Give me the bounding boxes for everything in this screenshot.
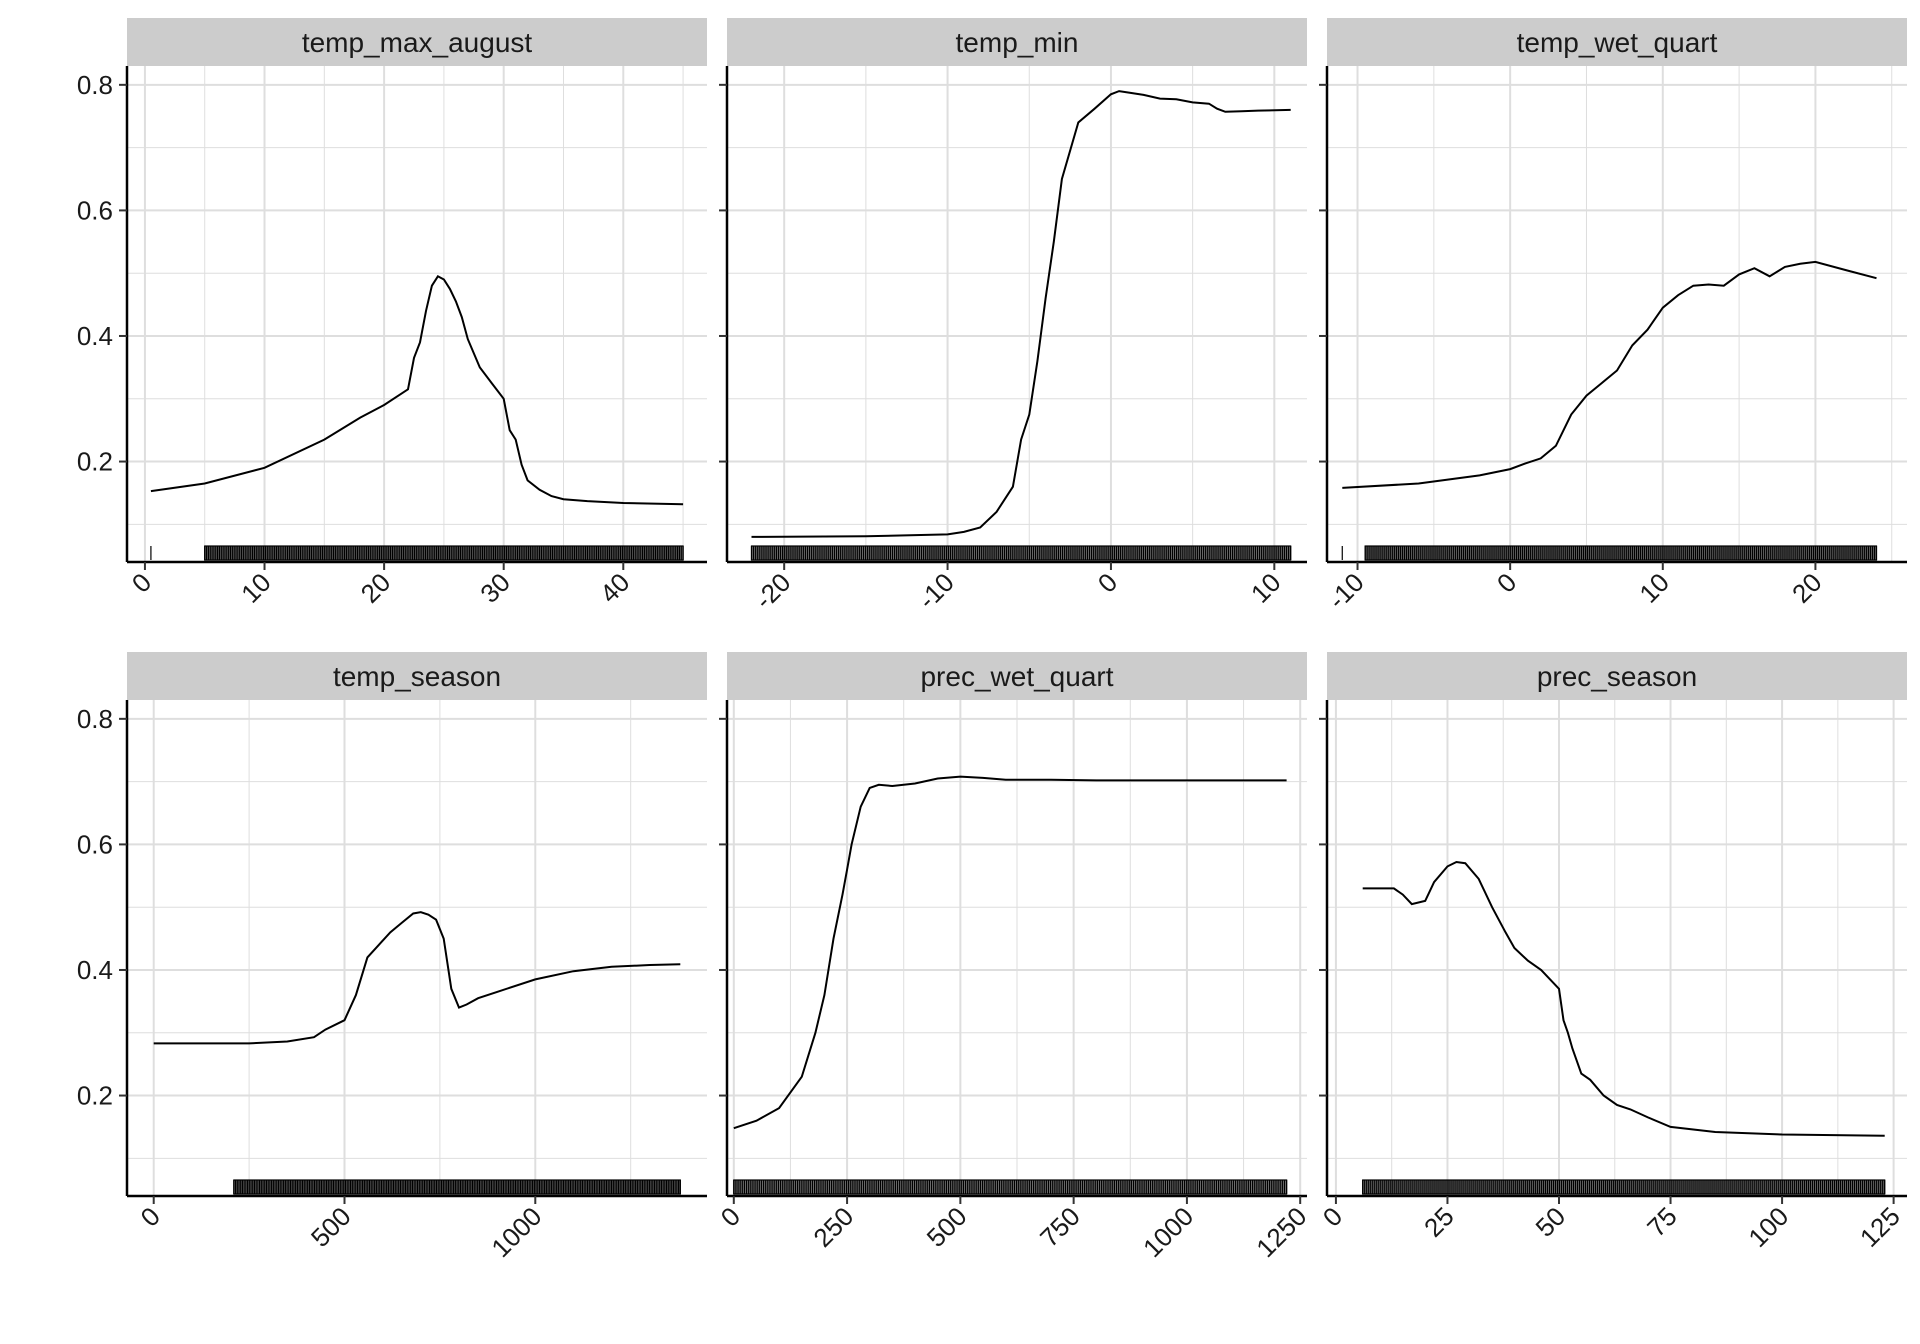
x-tick-label: 100: [1742, 1201, 1794, 1253]
rug: [750, 545, 1292, 561]
panel-prec_season: prec_season 0 25 50 75 100 125: [1317, 652, 1907, 1253]
y-tick-label: 0.6: [77, 829, 113, 859]
y-tick-label: 0.8: [77, 704, 113, 734]
panel-temp_season: temp_season 0.2 0.4 0.6 0.8 0 500 1000: [77, 652, 707, 1263]
x-tick-label: 0: [135, 1201, 166, 1232]
panel-title: temp_min: [956, 27, 1079, 58]
x-tick-label: 0: [126, 567, 157, 598]
panel-title: temp_max_august: [302, 27, 533, 58]
y-tick-label: 0.4: [77, 955, 113, 985]
panel-title: prec_wet_quart: [920, 661, 1113, 692]
x-tick-label: 750: [1034, 1201, 1086, 1253]
rug: [150, 545, 684, 561]
series-line: [153, 911, 681, 1045]
series-line: [733, 775, 1287, 1130]
x-tick-label: 250: [807, 1201, 859, 1253]
x-tick-label: 10: [235, 567, 277, 609]
y-tick-label: 0.2: [77, 447, 113, 477]
series-line: [150, 274, 684, 506]
rug-density: [733, 1179, 1288, 1195]
panel-temp_max_august: temp_max_august 0.2 0.4 0.6 0.8 0 10 20 30 40: [77, 18, 707, 609]
panel-title: prec_season: [1537, 661, 1697, 692]
panel-prec_wet_quart: prec_wet_quart 0 250 500 750 1000 1250: [715, 652, 1312, 1263]
x-tick-label: 0: [1491, 567, 1522, 598]
series-line: [1362, 860, 1885, 1137]
panel-strip: [727, 652, 1307, 700]
rug: [1341, 545, 1878, 561]
x-tick-label: 1000: [1137, 1201, 1199, 1263]
x-tick-label: 50: [1530, 1201, 1572, 1243]
y-tick-label: 0.4: [77, 321, 113, 351]
rug: [733, 1179, 1288, 1195]
x-tick-label: 25: [1418, 1201, 1460, 1243]
panel-strip: [127, 652, 707, 700]
rug-density: [1364, 545, 1878, 561]
x-tick-label: 10: [1633, 567, 1675, 609]
y-tick-label: 0.2: [77, 1081, 113, 1111]
x-tick-label: 1000: [485, 1201, 547, 1263]
x-tick-label: -20: [749, 567, 797, 615]
x-tick-label: 0: [1317, 1201, 1348, 1232]
panel-strip: [127, 18, 707, 66]
x-tick-label: 10: [1245, 567, 1287, 609]
x-tick-label: 125: [1854, 1201, 1906, 1253]
x-tick-label: 75: [1641, 1201, 1683, 1243]
x-tick-label: 40: [594, 567, 636, 609]
rug: [1362, 1179, 1886, 1195]
y-tick-label: 0.8: [77, 70, 113, 100]
x-tick-label: -10: [912, 567, 960, 615]
x-tick-label: 20: [1786, 567, 1828, 609]
panel-strip: [727, 18, 1307, 66]
rug-density: [750, 545, 1292, 561]
x-tick-label: 500: [921, 1201, 973, 1253]
series-line: [751, 90, 1291, 538]
x-tick-label: 500: [305, 1201, 357, 1253]
x-tick-label: 20: [355, 567, 397, 609]
rug-density: [204, 545, 684, 561]
x-tick-label: 30: [474, 567, 516, 609]
series-line: [1342, 260, 1877, 489]
panel-strip: [1327, 652, 1907, 700]
rug-density: [233, 1179, 681, 1195]
x-tick-label: 0: [715, 1201, 746, 1232]
panel-temp_min: temp_min -20 -10 0 10: [719, 18, 1307, 615]
panel-strip: [1327, 18, 1907, 66]
panel-title: temp_season: [333, 661, 501, 692]
panel-temp_wet_quart: temp_wet_quart -10 0 10 20: [1319, 18, 1907, 615]
rug: [233, 1179, 681, 1195]
x-tick-label: 1250: [1250, 1201, 1312, 1263]
rug-density: [1362, 1179, 1886, 1195]
x-tick-label: 0: [1092, 567, 1123, 598]
panel-title: temp_wet_quart: [1517, 27, 1718, 58]
x-tick-label: -10: [1322, 567, 1370, 615]
y-tick-label: 0.6: [77, 195, 113, 225]
